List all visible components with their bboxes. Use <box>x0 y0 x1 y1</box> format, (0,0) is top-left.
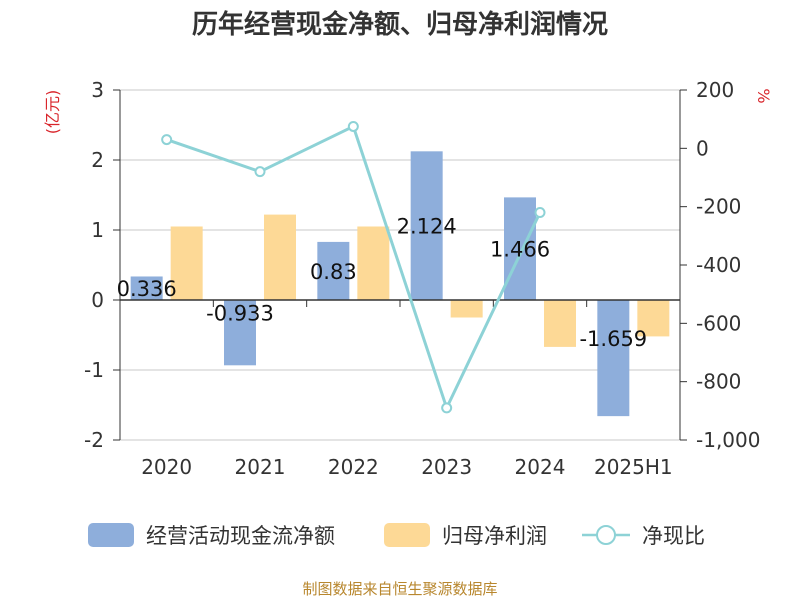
cashflow-value-label: 2.124 <box>397 215 457 239</box>
net-profit-bar <box>544 300 576 347</box>
axes: 3 2 1 0 -1 -2 200 0 -200 -400 -600 -800 -1,000 2020 20… <box>84 78 760 479</box>
legend-net-profit-label: 归母净利润 <box>442 524 547 548</box>
x-tick-label: 2022 <box>328 455 379 479</box>
data-labels: 0.336 -0.933 0.83 2.124 1.466 -1.659 <box>117 215 648 351</box>
left-tick-label: -1 <box>84 358 104 382</box>
right-tick-label: -600 <box>696 311 741 335</box>
right-tick-label: -800 <box>696 370 741 394</box>
net-cash-ratio-point <box>534 207 546 218</box>
cashflow-value-label: 0.336 <box>117 277 177 301</box>
legend-cashflow-swatch <box>88 523 134 547</box>
x-tick-label: 2020 <box>141 455 192 479</box>
net-cash-ratio-point <box>161 134 173 146</box>
left-tick-label: 1 <box>91 218 104 242</box>
legend-ratio-marker <box>596 525 616 545</box>
legend: 经营活动现金流净额 归母净利润 净现比 <box>88 523 705 548</box>
cashflow-value-label: -0.933 <box>206 302 274 326</box>
net-profit-bar <box>450 300 483 318</box>
legend-cashflow-label: 经营活动现金流净额 <box>146 524 335 548</box>
cashflow-bar <box>130 276 163 300</box>
cashflow-bar <box>317 241 350 300</box>
left-axis-unit: (亿元) <box>43 90 62 135</box>
x-tick-label: 2025H1 <box>594 455 673 479</box>
net-cash-ratio-point <box>441 402 453 414</box>
right-tick-label: -1,000 <box>696 428 760 452</box>
left-tick-label: 0 <box>91 288 104 312</box>
net-cash-ratio-point <box>254 166 266 178</box>
legend-ratio-label: 净现比 <box>642 524 705 548</box>
cashflow-bar <box>410 151 443 300</box>
ratio-line-layer <box>161 120 546 414</box>
net-cash-ratio-point <box>347 120 359 132</box>
net-profit-bar <box>637 300 670 337</box>
left-tick-label: -2 <box>84 428 104 452</box>
x-tick-label: 2024 <box>515 455 566 479</box>
x-tick-label: 2021 <box>235 455 286 479</box>
x-tick-label: 2023 <box>421 455 472 479</box>
cashflow-bar <box>224 300 256 366</box>
cashflow-bar <box>597 300 630 417</box>
right-tick-label: -400 <box>696 253 741 277</box>
cashflow-value-label: 0.83 <box>310 260 357 284</box>
right-tick-label: 0 <box>696 136 709 160</box>
legend-net-profit-swatch <box>384 523 430 547</box>
bars <box>130 151 670 417</box>
net-profit-bar <box>264 214 296 300</box>
cashflow-value-label: -1.659 <box>579 327 647 351</box>
grid-lines <box>120 89 680 441</box>
cashflow-bar <box>504 197 536 300</box>
chart-title: 历年经营现金净额、归母净利润情况 <box>192 9 608 40</box>
left-tick-label: 2 <box>91 148 104 172</box>
net-profit-bar <box>170 226 203 300</box>
cashflow-value-label: 1.466 <box>490 238 550 262</box>
net-profit-bar <box>357 226 390 300</box>
right-axis-unit: % <box>754 88 773 103</box>
right-tick-label: -200 <box>696 195 741 219</box>
left-tick-label: 3 <box>91 78 104 102</box>
source-note: 制图数据来自恒生聚源数据库 <box>302 580 497 598</box>
right-tick-label: 200 <box>696 78 734 102</box>
